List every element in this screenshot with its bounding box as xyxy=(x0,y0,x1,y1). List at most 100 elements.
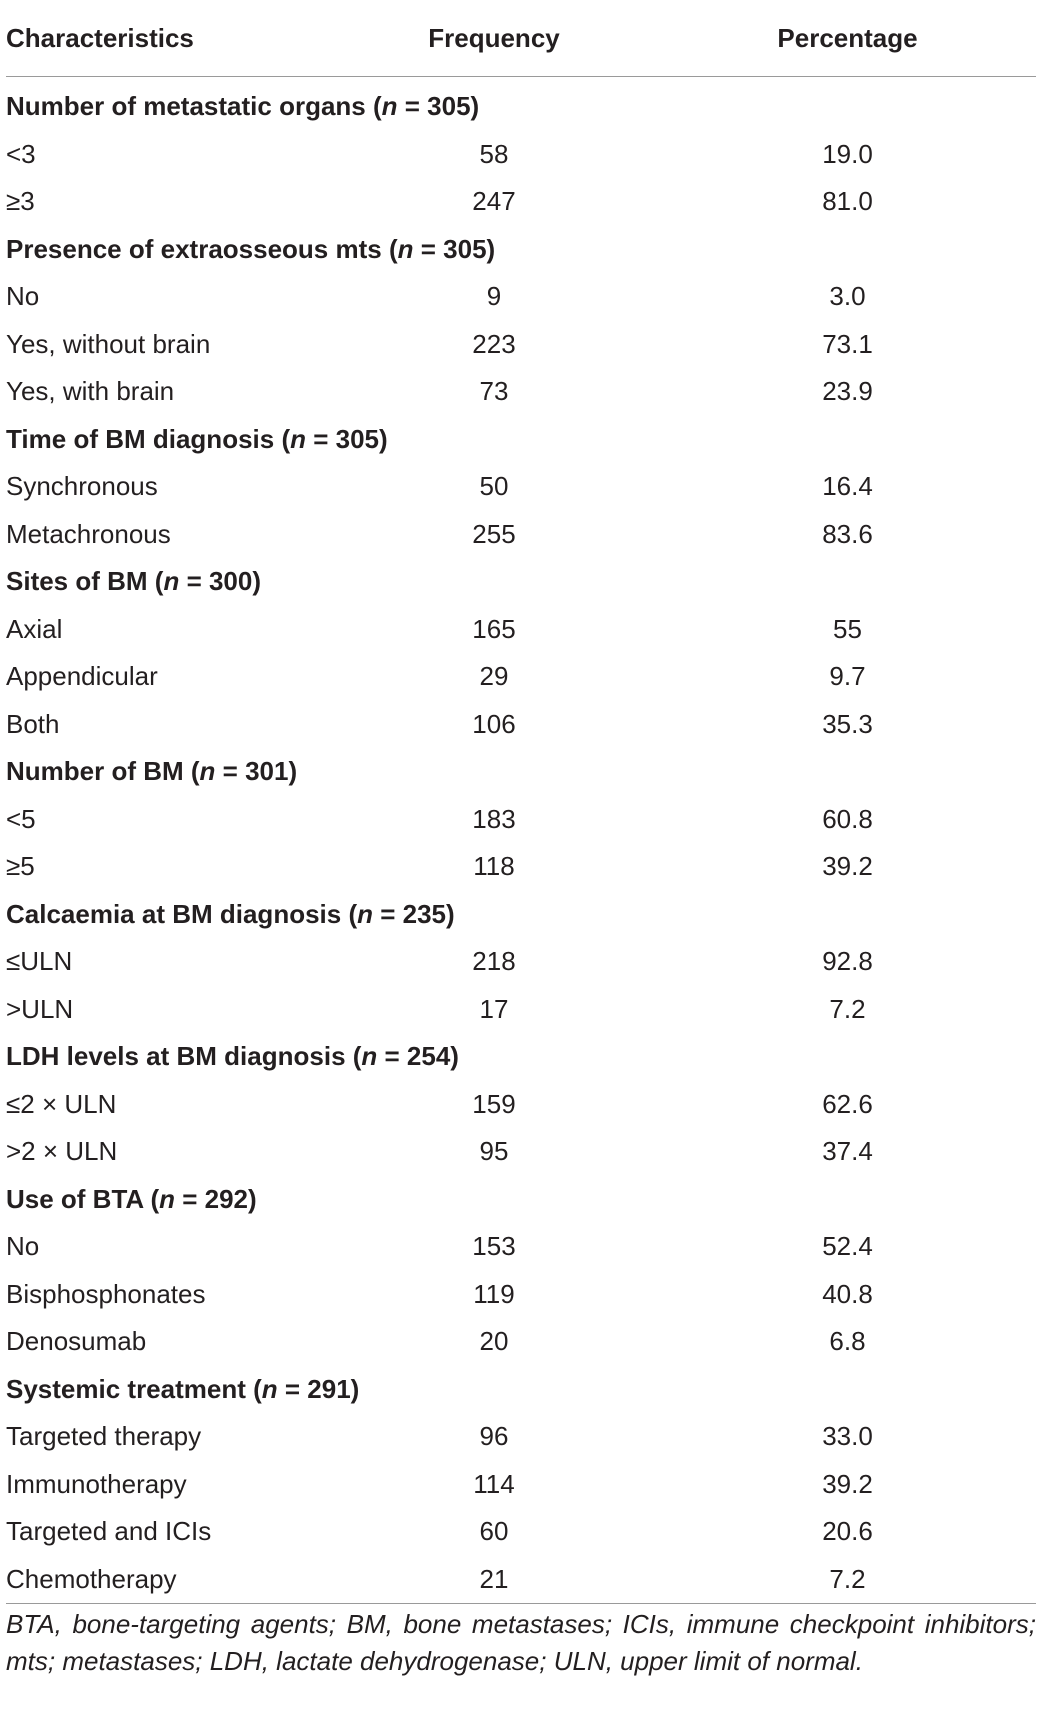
section-title: Presence of extraosseous mts (n = 305) xyxy=(6,226,1036,274)
table-row: ≥5 118 39.2 xyxy=(6,843,1036,891)
row-percentage: 35.3 xyxy=(822,708,873,739)
row-frequency: 118 xyxy=(473,851,515,882)
row-percentage: 83.6 xyxy=(822,518,873,549)
row-percentage: 16.4 xyxy=(822,471,873,502)
section-label: Number of BM ( xyxy=(6,756,200,787)
table-row: No 153 52.4 xyxy=(6,1223,1036,1271)
table-row: >ULN 17 7.2 xyxy=(6,986,1036,1034)
row-frequency: 153 xyxy=(472,1231,516,1262)
section-n-value: = 300) xyxy=(179,566,262,597)
row-frequency: 29 xyxy=(479,661,509,692)
section-n-variable: n xyxy=(261,1373,278,1404)
section-header-row: Calcaemia at BM diagnosis (n = 235) xyxy=(6,891,1036,939)
row-percentage: 60.8 xyxy=(822,803,873,834)
row-percentage: 19.0 xyxy=(822,138,873,169)
table-row: Yes, with brain 73 23.9 xyxy=(6,368,1036,416)
section-n-value: = 301) xyxy=(215,756,298,787)
section-header-row: Number of metastatic organs (n = 305) xyxy=(6,77,1036,131)
characteristics-table: Characteristics Frequency Percentage Num… xyxy=(6,0,1036,1604)
section-n-value: = 254) xyxy=(377,1041,459,1072)
section-n-value: = 305) xyxy=(413,233,496,264)
row-frequency: 20 xyxy=(479,1326,509,1357)
row-frequency: 218 xyxy=(472,946,516,977)
section-label: Use of BTA ( xyxy=(6,1183,160,1214)
row-percentage: 23.9 xyxy=(822,376,873,407)
section-label: Sites of BM ( xyxy=(6,566,164,597)
section-n-variable: n xyxy=(381,91,398,122)
section-header-row: Sites of BM (n = 300) xyxy=(6,558,1036,606)
row-percentage: 62.6 xyxy=(822,1088,873,1119)
section-label: Time of BM diagnosis ( xyxy=(6,423,291,454)
section-n-variable: n xyxy=(163,566,180,597)
row-frequency: 58 xyxy=(479,138,509,169)
section-n-variable: n xyxy=(199,756,216,787)
section-title: LDH levels at BM diagnosis (n = 254) xyxy=(6,1033,1036,1081)
row-percentage: 81.0 xyxy=(822,186,873,217)
table-row: Axial 165 55 xyxy=(6,606,1036,654)
header-characteristics: Characteristics xyxy=(6,0,329,77)
section-label: Presence of extraosseous mts ( xyxy=(6,233,398,264)
table-row: <3 58 19.0 xyxy=(6,131,1036,179)
row-percentage: 20.6 xyxy=(822,1516,873,1547)
row-label: >2 × ULN xyxy=(6,1136,118,1167)
row-frequency: 159 xyxy=(472,1088,516,1119)
section-title: Calcaemia at BM diagnosis (n = 235) xyxy=(6,891,1036,939)
table-row: No 9 3.0 xyxy=(6,273,1036,321)
row-label: ≥3 xyxy=(6,186,35,217)
section-n-value: = 305) xyxy=(306,423,388,454)
section-title: Number of metastatic organs (n = 305) xyxy=(6,77,1036,131)
row-percentage: 9.7 xyxy=(829,661,866,692)
header-frequency: Frequency xyxy=(329,0,659,77)
row-frequency: 96 xyxy=(479,1421,509,1452)
row-frequency: 223 xyxy=(472,328,516,359)
table-body: Number of metastatic organs (n = 305) <3 5… xyxy=(6,77,1036,1604)
row-frequency: 106 xyxy=(472,708,516,739)
row-label: No xyxy=(6,281,40,312)
section-n-variable: n xyxy=(159,1183,175,1214)
section-label: Calcaemia at BM diagnosis ( xyxy=(6,898,358,929)
row-frequency: 165 xyxy=(472,613,516,644)
row-percentage: 52.4 xyxy=(822,1231,873,1262)
row-label: Targeted and ICIs xyxy=(6,1516,212,1547)
section-n-variable: n xyxy=(357,898,373,929)
row-percentage: 39.2 xyxy=(822,851,873,882)
row-label: Axial xyxy=(6,613,63,644)
row-label: ≥5 xyxy=(6,851,35,882)
section-n-variable: n xyxy=(290,423,306,454)
row-frequency: 95 xyxy=(479,1136,509,1167)
row-frequency: 247 xyxy=(472,186,516,217)
row-label: ≤2 × ULN xyxy=(6,1088,117,1119)
row-frequency: 21 xyxy=(329,1555,659,1604)
row-frequency: 17 xyxy=(479,993,509,1024)
table-row: ≥3 247 81.0 xyxy=(6,178,1036,226)
row-label: Targeted therapy xyxy=(6,1421,202,1452)
section-n-value: = 291) xyxy=(277,1373,360,1404)
section-n-value: = 305) xyxy=(397,91,480,122)
table-row: Metachronous 255 83.6 xyxy=(6,511,1036,559)
row-percentage: 7.2 xyxy=(829,993,866,1024)
row-label: <3 xyxy=(6,138,36,169)
section-header-row: Number of BM (n = 301) xyxy=(6,748,1036,796)
header-percentage: Percentage xyxy=(659,0,1036,77)
row-frequency: 60 xyxy=(479,1516,509,1547)
row-label: Yes, without brain xyxy=(6,328,211,359)
section-label: Number of metastatic organs ( xyxy=(6,91,382,122)
row-frequency: 73 xyxy=(479,376,509,407)
table-row: >2 × ULN 95 37.4 xyxy=(6,1128,1036,1176)
row-label: >ULN xyxy=(6,993,74,1024)
section-title: Systemic treatment (n = 291) xyxy=(6,1366,1036,1414)
table-row: ≤2 × ULN 159 62.6 xyxy=(6,1081,1036,1129)
table-row: ≤ULN 218 92.8 xyxy=(6,938,1036,986)
section-label: Systemic treatment ( xyxy=(6,1373,262,1404)
row-frequency: 114 xyxy=(473,1468,515,1499)
section-n-value: = 235) xyxy=(373,898,455,929)
row-label: Appendicular xyxy=(6,661,158,692)
row-percentage: 39.2 xyxy=(822,1468,873,1499)
section-title: Number of BM (n = 301) xyxy=(6,748,1036,796)
table-footnote: BTA, bone-targeting agents; BM, bone met… xyxy=(6,1609,1036,1676)
row-percentage: 37.4 xyxy=(822,1136,873,1167)
row-label: Both xyxy=(6,708,60,739)
row-label: Chemotherapy xyxy=(6,1555,329,1604)
table-row: Both 106 35.3 xyxy=(6,701,1036,749)
